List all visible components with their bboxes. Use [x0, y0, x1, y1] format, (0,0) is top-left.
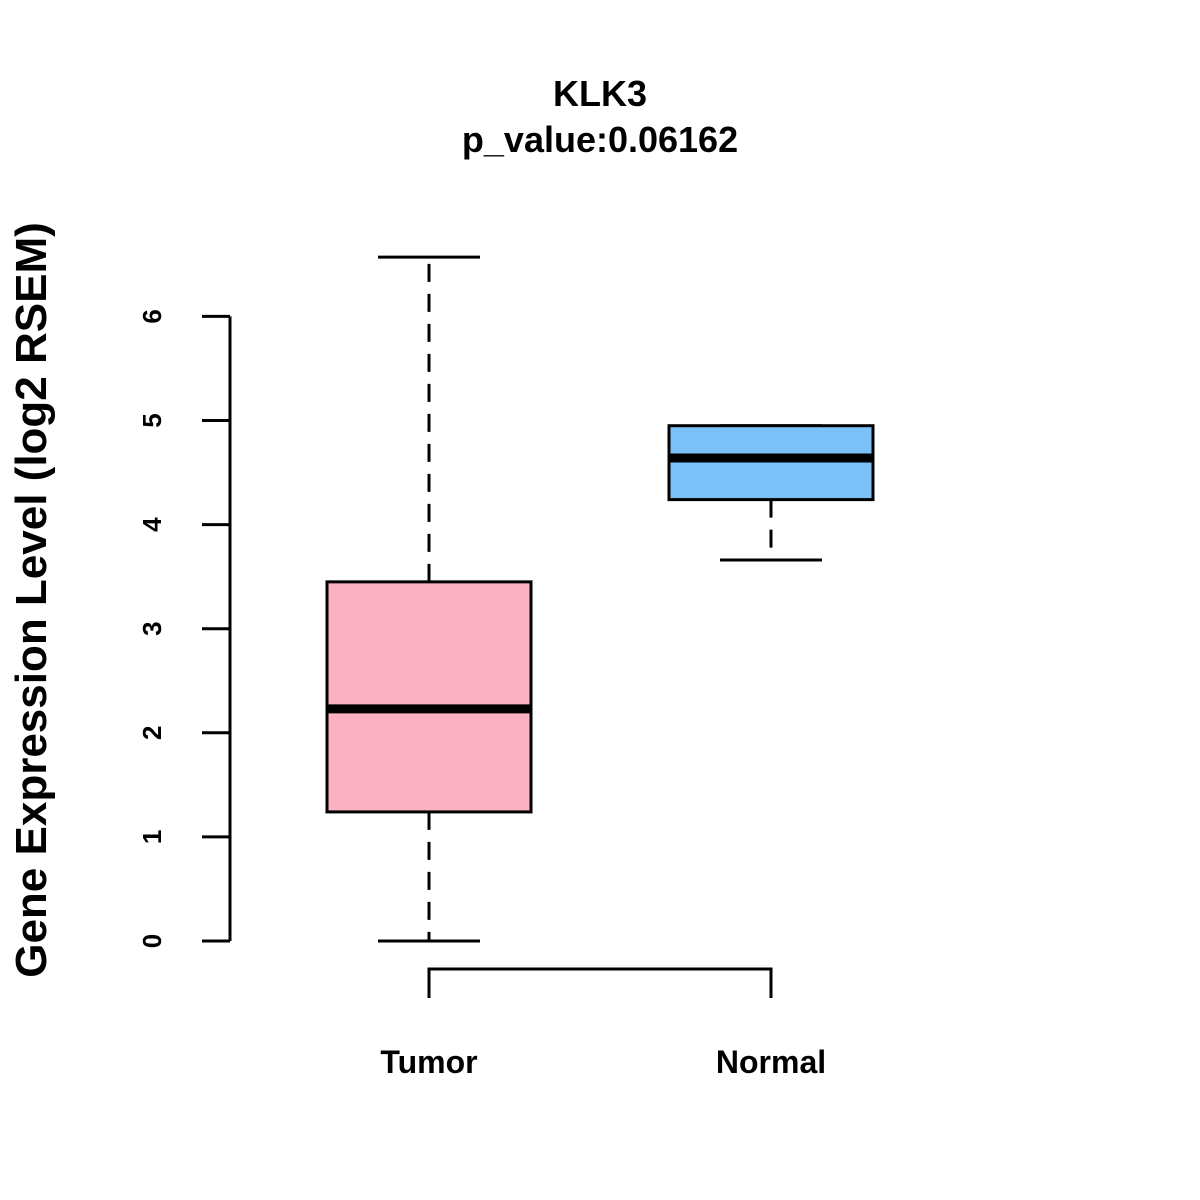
bracket-line: [427, 967, 773, 998]
tumor-box-group: [325, 255, 533, 943]
x-axis-labels: Tumor Normal: [380, 1044, 826, 1080]
y-tick-label-0: 0: [137, 934, 167, 948]
tumor-box: [325, 580, 533, 814]
boxes-group: [325, 255, 875, 943]
chart-subtitle: p_value:0.06162: [462, 119, 738, 160]
normal-box-group: [667, 424, 875, 562]
y-tick-label-6: 6: [137, 309, 167, 323]
y-axis-label: Gene Expression Level (log2 RSEM): [7, 222, 56, 978]
x-label-tumor: Tumor: [380, 1044, 477, 1080]
y-tick-label-3: 3: [137, 621, 167, 635]
y-tick-label-1: 1: [137, 830, 167, 844]
y-axis: 0 1 2 3 4 5 6: [137, 309, 232, 948]
chart-title: KLK3: [553, 73, 647, 114]
y-tick-label-2: 2: [137, 726, 167, 740]
y-tick-label-5: 5: [137, 413, 167, 427]
x-label-normal: Normal: [716, 1044, 826, 1080]
normal-box: [667, 424, 875, 502]
y-tick-label-4: 4: [137, 517, 167, 532]
comparison-bracket: [427, 967, 773, 998]
